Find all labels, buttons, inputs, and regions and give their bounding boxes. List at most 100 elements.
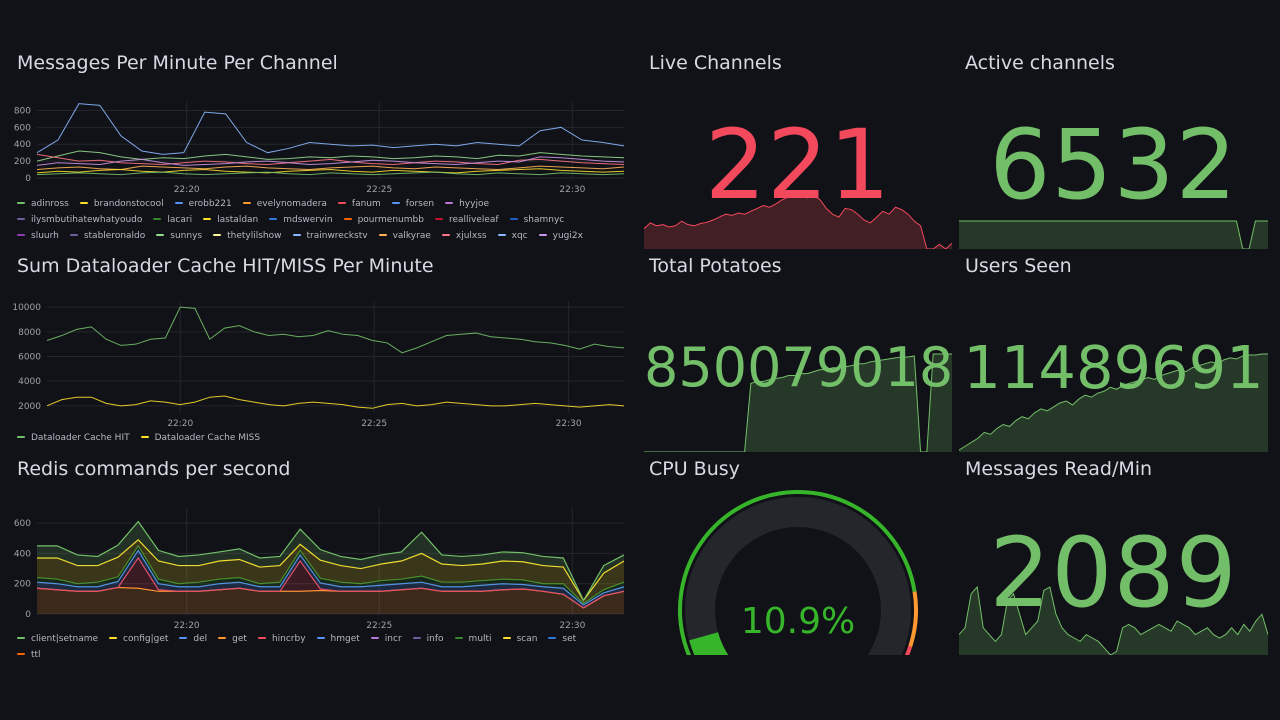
grid [47,301,624,412]
legend-item[interactable]: info [412,631,444,647]
legend-label: realliveleaf [448,215,499,225]
legend-swatch [17,435,25,438]
legend-label: del [193,634,208,644]
legend-item[interactable]: ttl [17,647,41,663]
legend-item[interactable]: sluurh [17,228,59,244]
panel-title[interactable]: Messages Per Minute Per Channel [17,52,338,74]
dataloader-chart[interactable]: 2000 4000 6000 8000 10000 22:20 22:25 22:30 [12,295,627,430]
legend-item[interactable]: adinross [17,196,69,212]
x-tick-label: 22:30 [556,419,582,429]
legend-item[interactable]: incr [370,631,402,647]
panel-title[interactable]: Users Seen [965,255,1072,277]
y-tick-label: 600 [14,519,31,529]
legend-item[interactable]: xqc [497,228,528,244]
sparkline-line [644,190,952,249]
legend-item[interactable]: xjulxss [441,228,487,244]
legend-item[interactable]: forsen [391,196,434,212]
legend-swatch [454,636,463,639]
legend-label: fanum [351,199,381,209]
legend-item[interactable]: ilysmbutihatewhatyoudo [17,212,142,228]
legend-swatch [153,217,162,220]
panel-title[interactable]: Messages Read/Min [965,458,1153,480]
legend-item[interactable]: Dataloader Cache HIT [17,430,130,446]
legend-swatch [203,217,212,220]
panel-title[interactable]: Sum Dataloader Cache HIT/MISS Per Minute [17,255,434,277]
panel-title[interactable]: Total Potatoes [649,255,782,277]
legend-item[interactable]: hincrby [257,631,306,647]
legend-swatch [316,636,325,639]
legend-item[interactable]: set [548,631,576,647]
legend-label: mdswervin [283,215,333,225]
legend-swatch [378,233,387,236]
gauge-track [685,497,911,655]
y-tick-label: 800 [14,106,31,116]
series-line-del [36,549,625,606]
legend-item[interactable]: fanum [337,196,381,212]
x-tick-label: 22:20 [174,621,200,631]
sparkline-area [959,354,1268,452]
users-seen-sparkline [959,353,1268,452]
legend-label: hmget [330,634,360,644]
active-channels-panel: Active channels 6532 [959,52,1268,249]
legend-label: brandonstocool [93,199,164,209]
legend-swatch [69,233,78,236]
legend-item[interactable]: config|get [109,631,168,647]
legend-swatch [497,233,506,236]
cpu-busy-gauge [678,490,918,655]
legend-item[interactable]: Dataloader Cache MISS [140,430,260,446]
legend-label: shamnyc [523,215,565,225]
legend-item[interactable]: scan [502,631,537,647]
legend-item[interactable]: yugi2x [538,228,583,244]
legend-label: adinross [31,199,69,209]
legend-item[interactable]: brandonstocool [79,196,164,212]
panel-title[interactable]: Redis commands per second [17,458,291,480]
legend-item[interactable]: realliveleaf [434,212,499,228]
live-channels-panel: Live Channels 221 [644,52,952,249]
legend-item[interactable]: lastaldan [203,212,258,228]
series-area-config|get [37,539,624,604]
legend-swatch [17,233,25,236]
legend-swatch [174,201,183,204]
legend-item[interactable]: evelynomadera [242,196,327,212]
users-seen-panel: Users Seen 11489691 [959,255,1268,452]
series-line-trainwreckstv [36,103,625,155]
legend-item[interactable]: client|setname [17,631,98,647]
series-line-lastaldan [36,168,625,174]
legend-item[interactable]: del [179,631,207,647]
messages-chart[interactable]: 0 200 400 600 800 22:20 22:25 22:30 [14,96,627,195]
legend-label: hincrby [271,634,306,644]
total-potatoes-value: 850079018 [644,336,954,399]
legend-item[interactable]: lacari [153,212,192,228]
y-tick-label: 200 [14,580,31,590]
legend-item[interactable]: sunnys [156,228,202,244]
legend-item[interactable]: multi [454,631,492,647]
legend-item[interactable]: erobb221 [174,196,232,212]
legend-label: incr [384,634,402,644]
series-line-xjulxss [36,153,625,165]
legend-swatch [337,201,346,204]
panel-title[interactable]: Live Channels [649,52,782,74]
legend-item[interactable]: get [218,631,247,647]
legend-label: get [232,634,247,644]
legend-item[interactable]: valkyrae [378,228,431,244]
legend-item[interactable]: pourmenumbb [343,212,424,228]
legend-item[interactable]: trainwreckstv [292,228,368,244]
legend-item[interactable]: mdswervin [269,212,333,228]
y-tick-label: 10000 [12,303,41,313]
panel-title[interactable]: CPU Busy [649,458,740,480]
legend-item[interactable]: hmget [316,631,360,647]
y-tick-label: 0 [25,174,31,184]
legend-item[interactable]: stableronaldo [69,228,145,244]
series-area-multi [37,545,624,605]
legend-item[interactable]: thetylilshow [213,228,282,244]
series-line-hincrby [36,556,625,609]
y-tick-label: 200 [14,157,31,167]
series-line-config|get [37,538,625,602]
panel-title[interactable]: Active channels [965,52,1115,74]
legend-item[interactable]: shamnyc [509,212,565,228]
legend-swatch [213,233,222,236]
legend-item[interactable]: hyyjoe [445,196,489,212]
series-line-Dataloader Cache HIT [46,306,625,354]
legend-swatch [412,636,421,639]
redis-chart[interactable]: 0 200 400 600 22:20 22:25 22:30 [14,502,627,632]
